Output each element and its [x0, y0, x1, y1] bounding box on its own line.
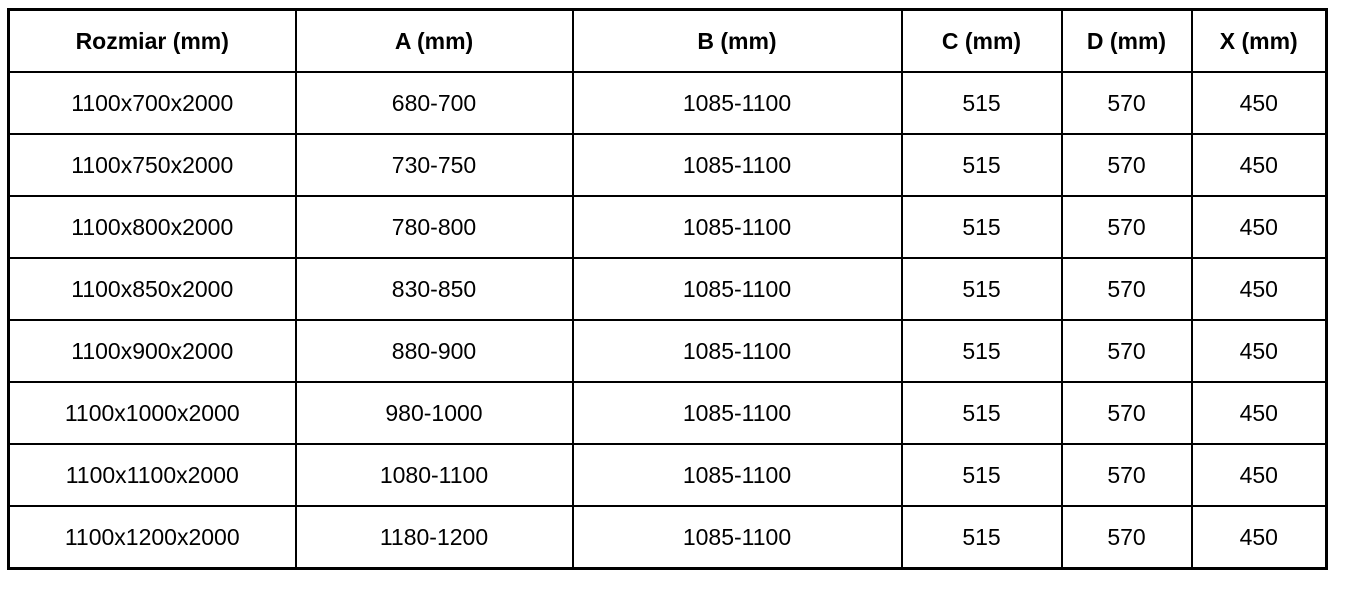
- table-row: 1100x1200x2000 1180-1200 1085-1100 515 570 45…: [7, 505, 1328, 570]
- table-cell-d: 570: [1060, 505, 1193, 570]
- table-row: 1100x1000x2000 980-1000 1085-1100 515 570 450: [7, 381, 1328, 445]
- size-specification-table: Rozmiar (mm) A (mm) B (mm) C (mm) D (mm) X (m…: [7, 8, 1328, 570]
- table-cell-x: 450: [1190, 381, 1328, 445]
- table-cell-d: 570: [1060, 133, 1193, 197]
- table-cell-a: 880-900: [294, 319, 574, 383]
- table-cell-a: 980-1000: [294, 381, 574, 445]
- table-cell-b: 1085-1100: [571, 195, 903, 259]
- table-cell-x: 450: [1190, 133, 1328, 197]
- header-cell-b: B (mm): [571, 8, 903, 73]
- table-cell-b: 1085-1100: [571, 381, 903, 445]
- table-cell-rozmiar: 1100x1100x2000: [7, 443, 297, 507]
- table-cell-a: 780-800: [294, 195, 574, 259]
- table-cell-x: 450: [1190, 71, 1328, 135]
- table-cell-b: 1085-1100: [571, 505, 903, 570]
- header-row: Rozmiar (mm) A (mm) B (mm) C (mm) D (mm) X (m…: [7, 8, 1328, 73]
- table-cell-b: 1085-1100: [571, 443, 903, 507]
- table-cell-d: 570: [1060, 381, 1193, 445]
- table-cell-d: 570: [1060, 71, 1193, 135]
- table-cell-c: 515: [900, 257, 1063, 321]
- header-cell-x: X (mm): [1190, 8, 1328, 73]
- table-cell-c: 515: [900, 319, 1063, 383]
- header-cell-a: A (mm): [294, 8, 574, 73]
- table-row: 1100x850x2000 830-850 1085-1100 515 570 450: [7, 257, 1328, 321]
- table-cell-a: 1080-1100: [294, 443, 574, 507]
- table-cell-b: 1085-1100: [571, 319, 903, 383]
- table-cell-a: 730-750: [294, 133, 574, 197]
- table-cell-x: 450: [1190, 195, 1328, 259]
- table-cell-c: 515: [900, 71, 1063, 135]
- table-cell-a: 830-850: [294, 257, 574, 321]
- table-cell-rozmiar: 1100x900x2000: [7, 319, 297, 383]
- table-cell-x: 450: [1190, 257, 1328, 321]
- table-cell-rozmiar: 1100x1000x2000: [7, 381, 297, 445]
- table-row: 1100x900x2000 880-900 1085-1100 515 570 450: [7, 319, 1328, 383]
- table-cell-rozmiar: 1100x750x2000: [7, 133, 297, 197]
- header-cell-d: D (mm): [1060, 8, 1193, 73]
- table-cell-c: 515: [900, 195, 1063, 259]
- table-cell-c: 515: [900, 505, 1063, 570]
- size-table-container: Rozmiar (mm) A (mm) B (mm) C (mm) D (mm) X (m…: [7, 8, 1328, 570]
- table-cell-b: 1085-1100: [571, 71, 903, 135]
- table-cell-b: 1085-1100: [571, 133, 903, 197]
- header-cell-rozmiar: Rozmiar (mm): [7, 8, 297, 73]
- table-cell-c: 515: [900, 443, 1063, 507]
- table-row: 1100x700x2000 680-700 1085-1100 515 570 450: [7, 71, 1328, 135]
- table-row: 1100x750x2000 730-750 1085-1100 515 570 450: [7, 133, 1328, 197]
- table-row: 1100x800x2000 780-800 1085-1100 515 570 450: [7, 195, 1328, 259]
- table-cell-c: 515: [900, 381, 1063, 445]
- table-cell-rozmiar: 1100x850x2000: [7, 257, 297, 321]
- table-cell-rozmiar: 1100x700x2000: [7, 71, 297, 135]
- table-body: 1100x700x2000 680-700 1085-1100 515 570 450 11…: [7, 71, 1328, 570]
- table-cell-rozmiar: 1100x1200x2000: [7, 505, 297, 570]
- table-cell-x: 450: [1190, 505, 1328, 570]
- header-cell-c: C (mm): [900, 8, 1063, 73]
- table-cell-a: 680-700: [294, 71, 574, 135]
- table-cell-rozmiar: 1100x800x2000: [7, 195, 297, 259]
- table-cell-a: 1180-1200: [294, 505, 574, 570]
- table-cell-d: 570: [1060, 443, 1193, 507]
- table-cell-b: 1085-1100: [571, 257, 903, 321]
- table-cell-c: 515: [900, 133, 1063, 197]
- table-cell-d: 570: [1060, 319, 1193, 383]
- table-row: 1100x1100x2000 1080-1100 1085-1100 515 570 45…: [7, 443, 1328, 507]
- table-cell-d: 570: [1060, 257, 1193, 321]
- table-cell-x: 450: [1190, 443, 1328, 507]
- table-cell-x: 450: [1190, 319, 1328, 383]
- table-cell-d: 570: [1060, 195, 1193, 259]
